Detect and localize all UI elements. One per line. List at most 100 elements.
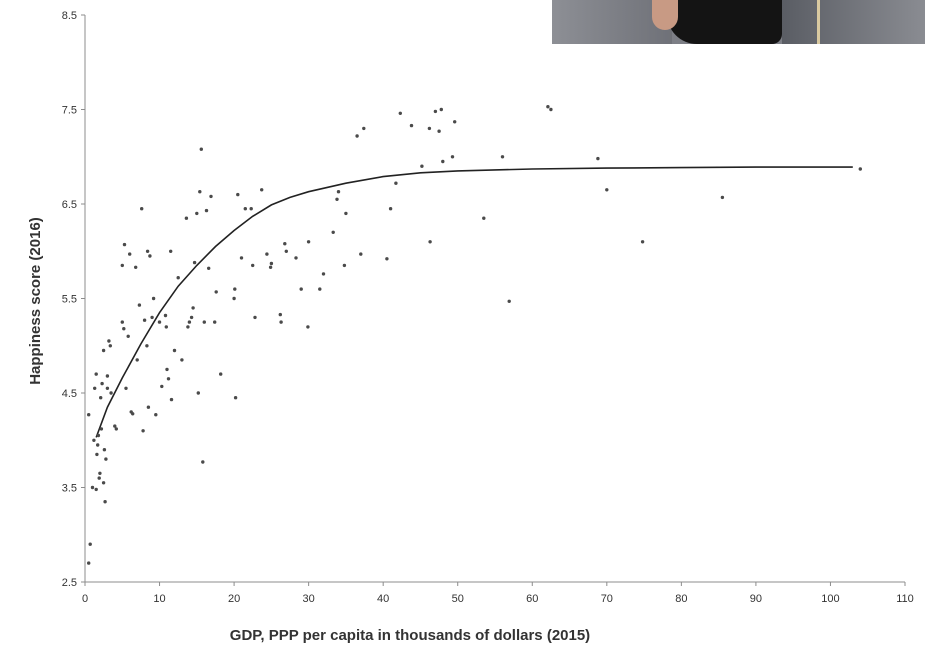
data-point — [207, 266, 211, 270]
data-point — [100, 381, 104, 386]
data-point — [214, 290, 218, 294]
data-point — [213, 320, 217, 324]
data-point — [104, 457, 108, 461]
data-point — [88, 542, 92, 546]
data-point — [239, 256, 244, 260]
data-point — [195, 211, 199, 216]
data-point — [336, 190, 341, 194]
data-point — [94, 487, 98, 492]
data-point — [482, 216, 486, 220]
data-point — [359, 252, 363, 256]
data-point — [131, 412, 135, 416]
data-point — [858, 167, 862, 171]
y-tick-label: 2.5 — [62, 577, 77, 589]
y-axis-title: Happiness score (2016) — [27, 217, 44, 385]
data-point — [96, 443, 100, 447]
data-point — [196, 391, 200, 395]
data-point — [184, 216, 189, 220]
data-point — [140, 207, 144, 211]
data-point — [306, 240, 311, 244]
x-tick-label: 70 — [601, 593, 613, 605]
data-point — [192, 260, 197, 265]
data-point — [199, 147, 203, 151]
data-point — [95, 452, 99, 457]
data-point — [187, 320, 192, 324]
data-point — [507, 299, 511, 303]
data-point — [355, 134, 359, 138]
data-point — [163, 313, 168, 318]
data-point — [122, 327, 126, 331]
data-point — [268, 265, 273, 269]
data-point — [344, 211, 348, 216]
data-point — [160, 384, 164, 389]
data-point — [105, 374, 110, 378]
data-point — [93, 386, 97, 390]
data-point — [437, 129, 441, 133]
data-point — [236, 192, 240, 197]
data-point — [283, 242, 287, 246]
data-point — [191, 306, 195, 310]
data-point — [284, 249, 288, 253]
data-point — [176, 276, 180, 280]
data-point — [342, 263, 347, 268]
data-point — [172, 348, 177, 353]
data-point — [145, 249, 150, 253]
data-point — [420, 164, 424, 168]
x-tick-label: 10 — [153, 593, 165, 605]
data-point — [596, 156, 600, 161]
data-point — [362, 126, 366, 131]
data-point — [398, 111, 402, 116]
data-point — [108, 344, 113, 348]
x-tick-label: 80 — [675, 593, 687, 605]
data-point — [439, 107, 443, 112]
x-tick-label: 50 — [452, 593, 464, 605]
trend-line-group — [95, 166, 853, 438]
data-point — [114, 427, 119, 431]
data-point — [605, 188, 609, 192]
x-tick-label: 30 — [303, 593, 315, 605]
data-point — [265, 252, 269, 256]
x-tick-label: 110 — [896, 593, 914, 605]
data-point — [113, 424, 117, 428]
data-point — [433, 109, 438, 114]
data-point — [154, 413, 158, 417]
data-point — [427, 126, 432, 131]
data-point — [92, 438, 96, 442]
data-point — [87, 413, 91, 417]
data-point — [164, 325, 168, 329]
data-point — [122, 242, 127, 247]
data-point — [233, 396, 238, 400]
data-point — [318, 287, 322, 291]
data-point — [150, 315, 154, 320]
x-tick-label: 40 — [377, 593, 389, 605]
data-point — [720, 195, 725, 200]
y-tick-label: 5.5 — [62, 294, 77, 306]
data-point — [124, 386, 128, 390]
data-point — [269, 261, 274, 266]
data-point — [186, 325, 190, 329]
data-point — [142, 318, 147, 322]
data-point — [202, 320, 206, 324]
data-point — [137, 303, 142, 307]
data-point — [128, 252, 132, 256]
x-axis-title: GDP, PPP per capita in thousands of doll… — [230, 627, 590, 644]
data-point — [251, 263, 255, 268]
data-point — [169, 397, 174, 402]
data-point — [134, 265, 138, 269]
trend-line — [95, 166, 853, 438]
data-point — [102, 448, 107, 452]
y-tick-label: 6.5 — [62, 199, 77, 211]
data-point — [232, 296, 236, 301]
data-point — [640, 240, 645, 244]
data-point — [409, 123, 414, 128]
data-point — [146, 405, 151, 409]
data-point — [135, 358, 139, 362]
data-point — [105, 386, 110, 390]
person-photo-icon — [552, 0, 925, 44]
data-point — [546, 105, 550, 109]
data-point — [321, 272, 326, 276]
data-point — [279, 320, 283, 324]
data-point — [219, 372, 223, 376]
data-point — [201, 460, 205, 464]
